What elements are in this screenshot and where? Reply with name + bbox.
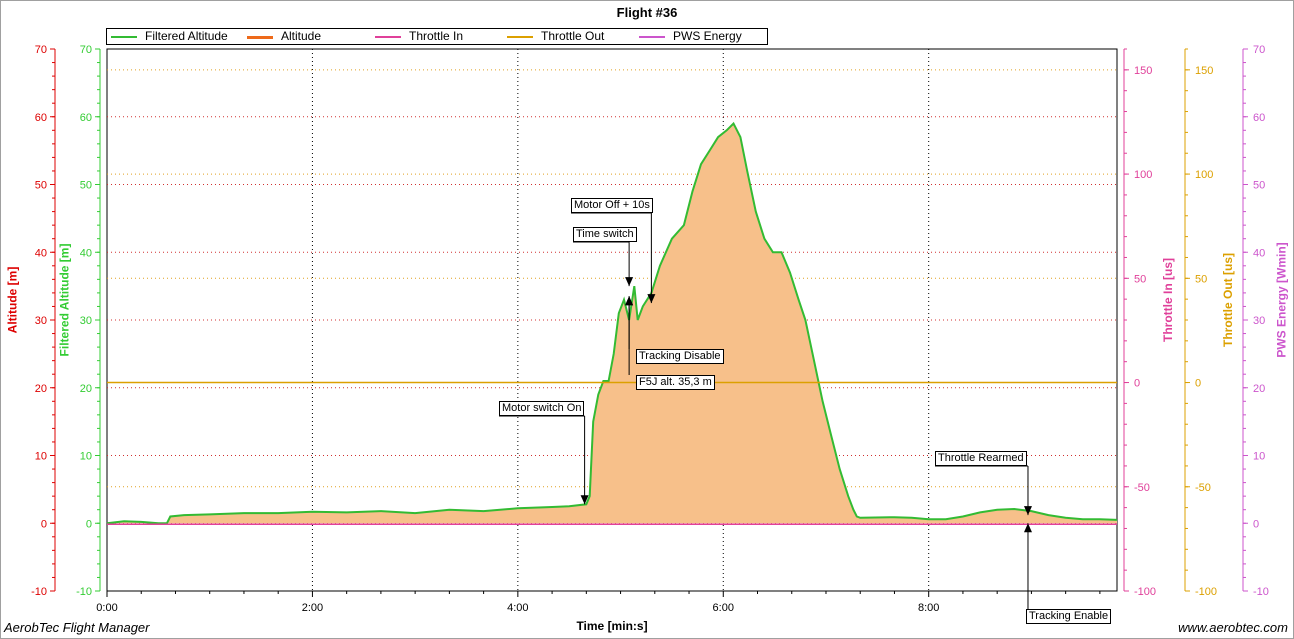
y-tick-label: 50 bbox=[35, 180, 47, 192]
y-tick-label: 30 bbox=[35, 315, 47, 327]
app-name: AerobTec Flight Manager bbox=[4, 620, 150, 635]
y-tick-label: -100 bbox=[1134, 586, 1156, 598]
y-tick-label: 10 bbox=[80, 451, 92, 463]
series-line-filtered-altitude bbox=[106, 121, 1118, 525]
annotation-label: F5J alt. 35,3 m bbox=[636, 375, 715, 390]
y-tick-label: 0 bbox=[1253, 518, 1259, 530]
y-tick-label: 20 bbox=[35, 383, 47, 395]
y-tick-label: 70 bbox=[80, 44, 92, 56]
y-tick-label: 0 bbox=[1195, 378, 1201, 390]
x-tick-label: 0:00 bbox=[96, 602, 117, 614]
app-url-link[interactable]: www.aerobtec.com bbox=[1178, 620, 1288, 635]
y-tick-label: 40 bbox=[80, 247, 92, 259]
y-tick-label: 60 bbox=[80, 112, 92, 124]
y-tick-label: 40 bbox=[1253, 247, 1265, 259]
y-tick-label: 70 bbox=[1253, 44, 1265, 56]
y-tick-label: -10 bbox=[31, 586, 47, 598]
legend-label: Altitude bbox=[281, 29, 322, 43]
y-axis-label-throttle_out: Throttle Out [us] bbox=[1220, 253, 1235, 347]
annotation-label: Motor Off + 10s bbox=[571, 198, 653, 213]
x-tick-label: 8:00 bbox=[918, 602, 939, 614]
annotation-arrow bbox=[647, 294, 656, 304]
y-tick-label: -100 bbox=[1195, 586, 1217, 598]
y-tick-label: 60 bbox=[1253, 112, 1265, 124]
y-tick-label: 0 bbox=[41, 518, 47, 530]
y-tick-label: 30 bbox=[80, 315, 92, 327]
y-tick-label: 150 bbox=[1195, 65, 1213, 77]
y-tick-label: 50 bbox=[1253, 180, 1265, 192]
legend-label: PWS Energy bbox=[673, 29, 742, 43]
y-tick-label: 10 bbox=[1253, 451, 1265, 463]
y-tick-label: 50 bbox=[1195, 273, 1207, 285]
y-axis-label-altitude: Altitude [m] bbox=[4, 266, 19, 334]
x-tick-label: 4:00 bbox=[507, 602, 528, 614]
annotation-label: Time switch bbox=[573, 227, 637, 242]
x-tick-label: 6:00 bbox=[713, 602, 734, 614]
x-tick-label: 2:00 bbox=[302, 602, 323, 614]
y-tick-label: 60 bbox=[35, 112, 47, 124]
annotation-arrow bbox=[625, 277, 634, 287]
chart-title: Flight #36 bbox=[616, 5, 678, 20]
x-axis-label: Time [min:s] bbox=[576, 619, 648, 633]
annotation-arrow bbox=[625, 296, 634, 306]
legend-swatch bbox=[111, 36, 137, 38]
annotation-label: Tracking Disable bbox=[636, 349, 724, 364]
y-tick-label: 0 bbox=[86, 518, 92, 530]
y-tick-label: -10 bbox=[76, 586, 92, 598]
y-tick-label: -50 bbox=[1195, 482, 1211, 494]
legend-swatch bbox=[375, 36, 401, 38]
legend-swatch bbox=[639, 36, 665, 38]
y-tick-label: 0 bbox=[1134, 378, 1140, 390]
y-tick-label: 20 bbox=[80, 383, 92, 395]
annotation-arrow bbox=[580, 495, 589, 505]
y-tick-label: 40 bbox=[35, 247, 47, 259]
y-axis-label-filtered: Filtered Altitude [m] bbox=[56, 243, 71, 357]
y-tick-label: 20 bbox=[1253, 383, 1265, 395]
legend-swatch bbox=[507, 36, 533, 38]
y-tick-label: -50 bbox=[1134, 482, 1150, 494]
y-tick-label: 100 bbox=[1134, 169, 1152, 181]
annotation-arrow bbox=[1023, 523, 1032, 533]
y-tick-label: 100 bbox=[1195, 169, 1213, 181]
annotation-label: Throttle Rearmed bbox=[935, 451, 1027, 466]
y-axis-label-throttle_in: Throttle In [us] bbox=[1161, 258, 1175, 342]
annotation-label: Tracking Enable bbox=[1026, 609, 1112, 624]
y-tick-label: 150 bbox=[1134, 65, 1152, 77]
annotation-arrow bbox=[1023, 506, 1032, 516]
annotation-label: Motor switch On bbox=[499, 401, 585, 416]
y-tick-label: 50 bbox=[80, 180, 92, 192]
legend-swatch bbox=[247, 36, 273, 39]
y-tick-label: -10 bbox=[1253, 586, 1269, 598]
y-tick-label: 50 bbox=[1134, 273, 1146, 285]
y-tick-label: 70 bbox=[35, 44, 47, 56]
y-tick-label: 30 bbox=[1253, 315, 1265, 327]
legend-label: Throttle Out bbox=[541, 29, 605, 43]
y-axis-label-pws: PWS Energy [Wmin] bbox=[1274, 242, 1289, 358]
legend-label: Throttle In bbox=[409, 29, 464, 43]
y-tick-label: 10 bbox=[35, 451, 47, 463]
chart-legend: Filtered Altitude Altitude Throttle In Thro… bbox=[106, 28, 768, 45]
legend-label: Filtered Altitude bbox=[145, 29, 228, 43]
series-area-filtered-altitude bbox=[107, 123, 1117, 524]
